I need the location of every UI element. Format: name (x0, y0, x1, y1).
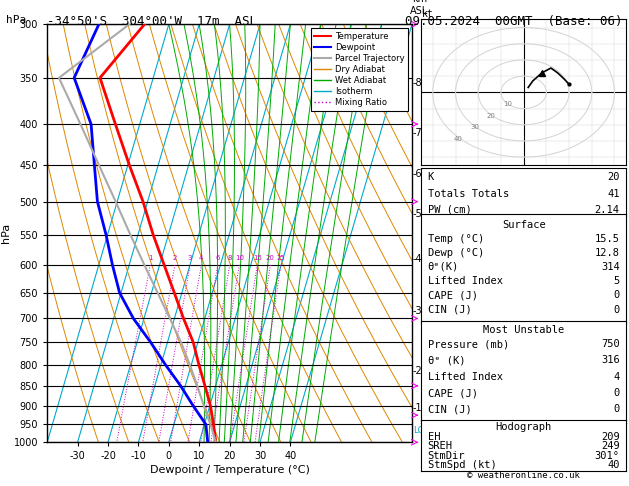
Text: 20: 20 (486, 113, 496, 119)
Y-axis label: hPa: hPa (1, 223, 11, 243)
Text: LCL: LCL (413, 427, 428, 435)
Text: SREH: SREH (428, 441, 452, 451)
Text: CIN (J): CIN (J) (428, 305, 471, 314)
Text: CAPE (J): CAPE (J) (428, 290, 477, 300)
Text: Lifted Index: Lifted Index (428, 276, 503, 286)
Text: Hodograph: Hodograph (496, 422, 552, 432)
Text: PW (cm): PW (cm) (428, 205, 471, 215)
Text: Totals Totals: Totals Totals (428, 189, 509, 199)
X-axis label: Dewpoint / Temperature (°C): Dewpoint / Temperature (°C) (150, 466, 309, 475)
Text: 4: 4 (613, 372, 620, 382)
Text: 249: 249 (601, 441, 620, 451)
Text: 10: 10 (503, 101, 512, 107)
Text: Temp (°C): Temp (°C) (428, 233, 484, 243)
Text: hPa: hPa (6, 15, 26, 25)
Text: CIN (J): CIN (J) (428, 404, 471, 415)
Text: 12.8: 12.8 (595, 248, 620, 258)
Text: 316: 316 (601, 355, 620, 365)
Text: 15: 15 (253, 255, 262, 261)
Text: 09.05.2024  00GMT  (Base: 06): 09.05.2024 00GMT (Base: 06) (405, 15, 623, 28)
Text: 2.14: 2.14 (595, 205, 620, 215)
Text: Lifted Index: Lifted Index (428, 372, 503, 382)
Text: 25: 25 (276, 255, 285, 261)
Text: K: K (428, 173, 434, 182)
Text: 10: 10 (235, 255, 244, 261)
Text: 41: 41 (607, 189, 620, 199)
Text: 15.5: 15.5 (595, 233, 620, 243)
Text: © weatheronline.co.uk: © weatheronline.co.uk (467, 471, 580, 480)
Text: -34°50'S  304°00'W  17m  ASL: -34°50'S 304°00'W 17m ASL (47, 15, 257, 28)
Legend: Temperature, Dewpoint, Parcel Trajectory, Dry Adiabat, Wet Adiabat, Isotherm, Mi: Temperature, Dewpoint, Parcel Trajectory… (311, 29, 408, 111)
Text: 3: 3 (188, 255, 192, 261)
Text: -7: -7 (413, 128, 423, 138)
Text: Surface: Surface (502, 221, 545, 230)
Text: 5: 5 (613, 276, 620, 286)
Text: 2: 2 (173, 255, 177, 261)
Text: 40: 40 (607, 460, 620, 470)
Text: StmSpd (kt): StmSpd (kt) (428, 460, 496, 470)
Text: kt: kt (421, 9, 433, 18)
Text: km
ASL: km ASL (410, 0, 428, 16)
Text: -1: -1 (413, 402, 422, 413)
Text: 4: 4 (199, 255, 204, 261)
Text: 0: 0 (613, 404, 620, 415)
Text: 30: 30 (470, 124, 479, 130)
Text: 40: 40 (454, 136, 463, 142)
Text: 8: 8 (228, 255, 232, 261)
Text: θᵉ(K): θᵉ(K) (428, 262, 459, 272)
Text: Mixing Ratio (g/kg): Mixing Ratio (g/kg) (432, 187, 442, 279)
Text: -2: -2 (413, 366, 423, 376)
Text: 0: 0 (613, 290, 620, 300)
Text: 20: 20 (607, 173, 620, 182)
Text: EH: EH (428, 432, 440, 442)
Text: -5: -5 (413, 209, 423, 219)
Text: 750: 750 (601, 339, 620, 349)
Text: CAPE (J): CAPE (J) (428, 388, 477, 398)
Text: 301°: 301° (595, 451, 620, 461)
Text: Most Unstable: Most Unstable (483, 325, 564, 335)
Text: 1: 1 (148, 255, 153, 261)
Text: 314: 314 (601, 262, 620, 272)
Text: -3: -3 (413, 306, 422, 316)
Text: θᵉ (K): θᵉ (K) (428, 355, 465, 365)
Text: 20: 20 (266, 255, 275, 261)
Text: 0: 0 (613, 388, 620, 398)
Text: 6: 6 (216, 255, 220, 261)
Text: 0: 0 (613, 305, 620, 314)
Text: -6: -6 (413, 169, 422, 179)
Text: -4: -4 (413, 254, 422, 264)
Text: -8: -8 (413, 78, 422, 88)
Text: Dewp (°C): Dewp (°C) (428, 248, 484, 258)
Text: StmDir: StmDir (428, 451, 465, 461)
Text: Pressure (mb): Pressure (mb) (428, 339, 509, 349)
Text: 209: 209 (601, 432, 620, 442)
